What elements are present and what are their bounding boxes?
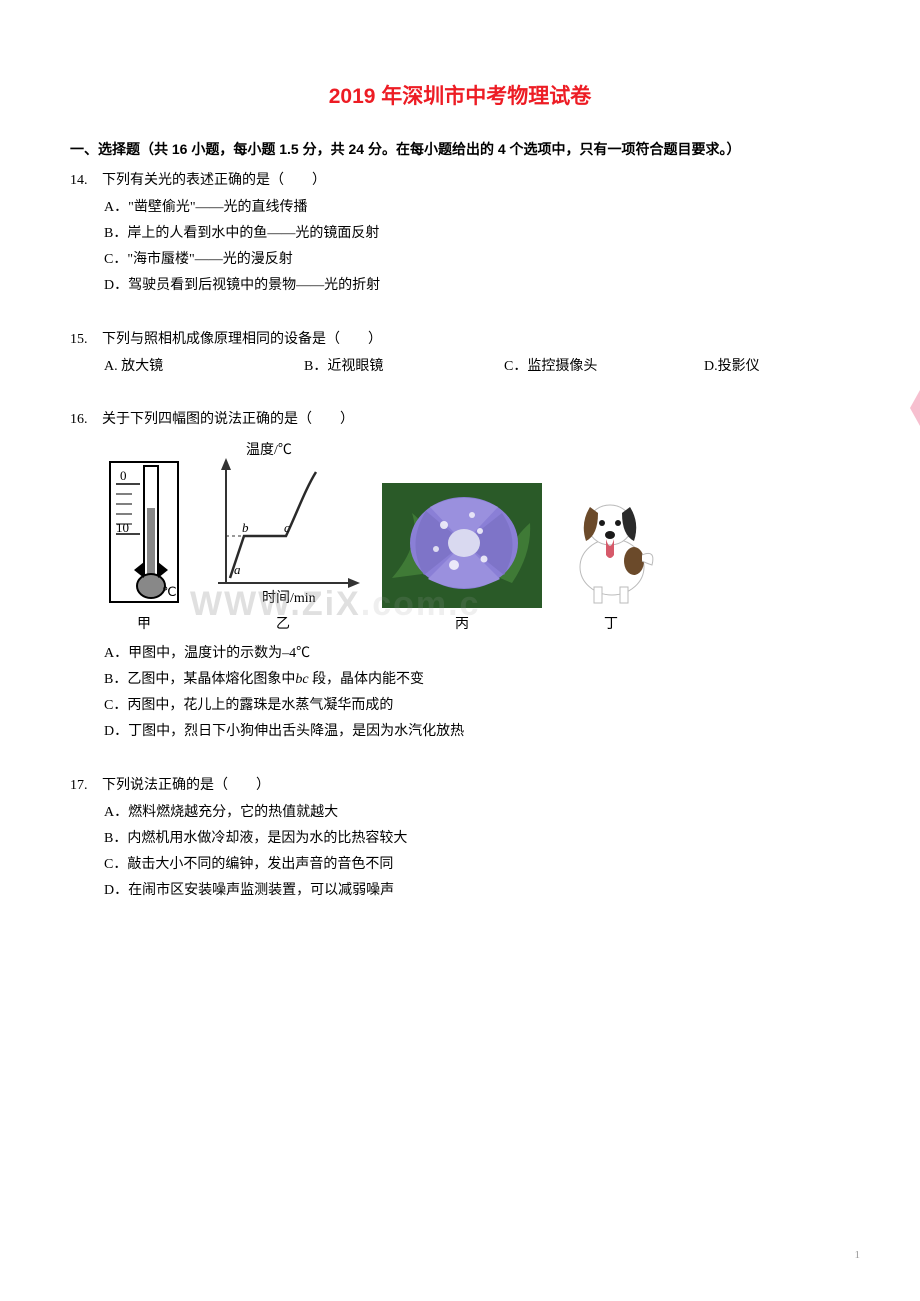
question-17: 17. 下列说法正确的是（ ） A．燃料燃烧越充分，它的热值就越大 B．内燃机用… [70, 773, 850, 904]
q17-stem: 下列说法正确的是（ ） [102, 773, 270, 798]
q17-option-d: D．在闹市区安装噪声监测装置，可以减弱噪声 [104, 878, 850, 904]
svg-text:温度/℃: 温度/℃ [246, 442, 292, 458]
q14-number: 14. [70, 168, 96, 193]
svg-text:0: 0 [120, 468, 127, 483]
q16-figure-ding: 丁 [556, 483, 666, 637]
q17-option-a: A．燃料燃烧越充分，它的热值就越大 [104, 800, 850, 826]
dog-tongue-icon [556, 483, 666, 608]
q16-figure-yi: 温度/℃ a b c 时间/min 乙 [198, 438, 368, 637]
flower-dew-icon [382, 483, 542, 608]
thermometer-icon: 0 10 ℃ [104, 458, 184, 608]
question-15: 15. 下列与照相机成像原理相同的设备是（ ） A. 放大镜 B．近视眼镜 C．… [70, 327, 850, 379]
q15-option-a: A. 放大镜 [104, 354, 304, 379]
q16-figure-jia: 0 10 ℃ 甲 [104, 458, 184, 637]
q14-option-c: C．"海市蜃楼"——光的漫反射 [104, 247, 850, 273]
q16-stem: 关于下列四幅图的说法正确的是（ ） [102, 407, 354, 432]
q15-number: 15. [70, 327, 96, 352]
q16-figure-bing: 丙 [382, 483, 542, 637]
svg-text:℃: ℃ [162, 584, 177, 599]
q16-number: 16. [70, 407, 96, 432]
svg-text:时间/min: 时间/min [262, 590, 316, 606]
melting-graph-icon: 温度/℃ a b c 时间/min [198, 438, 368, 608]
q14-option-d: D．驾驶员看到后视镜中的景物——光的折射 [104, 273, 850, 299]
exam-title: 2019 年深圳市中考物理试卷 [70, 80, 850, 110]
q15-option-d: D.投影仪 [704, 354, 844, 379]
q17-option-c: C．敲击大小不同的编钟，发出声音的音色不同 [104, 852, 850, 878]
svg-text:b: b [242, 520, 249, 535]
page-number: 1 [855, 1249, 861, 1261]
q14-option-a: A．"凿壁偷光"——光的直线传播 [104, 195, 850, 221]
q16-label-bing: 丙 [455, 612, 469, 637]
q17-option-b: B．内燃机用水做冷却液，是因为水的比热容较大 [104, 826, 850, 852]
svg-text:c: c [284, 520, 290, 535]
q16-option-b: B．乙图中，某晶体熔化图象中bc 段，晶体内能不变 [104, 667, 850, 693]
q15-option-b: B．近视眼镜 [304, 354, 504, 379]
svg-text:10: 10 [116, 520, 129, 535]
q14-stem: 下列有关光的表述正确的是（ ） [102, 168, 326, 193]
q15-option-c: C．监控摄像头 [504, 354, 704, 379]
q16-option-c: C．丙图中，花儿上的露珠是水蒸气凝华而成的 [104, 693, 850, 719]
q16-option-d: D．丁图中，烈日下小狗伸出舌头降温，是因为水汽化放热 [104, 719, 850, 745]
q15-stem: 下列与照相机成像原理相同的设备是（ ） [102, 327, 382, 352]
question-16: 16. 关于下列四幅图的说法正确的是（ ） 0 10 ℃ [70, 407, 850, 745]
q16-label-ding: 丁 [604, 612, 618, 637]
q17-number: 17. [70, 773, 96, 798]
q14-option-b: B．岸上的人看到水中的鱼——光的镜面反射 [104, 221, 850, 247]
q16-label-jia: 甲 [137, 612, 151, 637]
page-decor-triangle [910, 390, 920, 426]
svg-text:a: a [234, 562, 241, 577]
q16-option-a: A．甲图中，温度计的示数为–4℃ [104, 641, 850, 667]
q16-label-yi: 乙 [276, 612, 290, 637]
section-header: 一、选择题（共 16 小题，每小题 1.5 分，共 24 分。在每小题给出的 4… [70, 138, 850, 162]
question-14: 14. 下列有关光的表述正确的是（ ） A．"凿壁偷光"——光的直线传播 B．岸… [70, 168, 850, 299]
